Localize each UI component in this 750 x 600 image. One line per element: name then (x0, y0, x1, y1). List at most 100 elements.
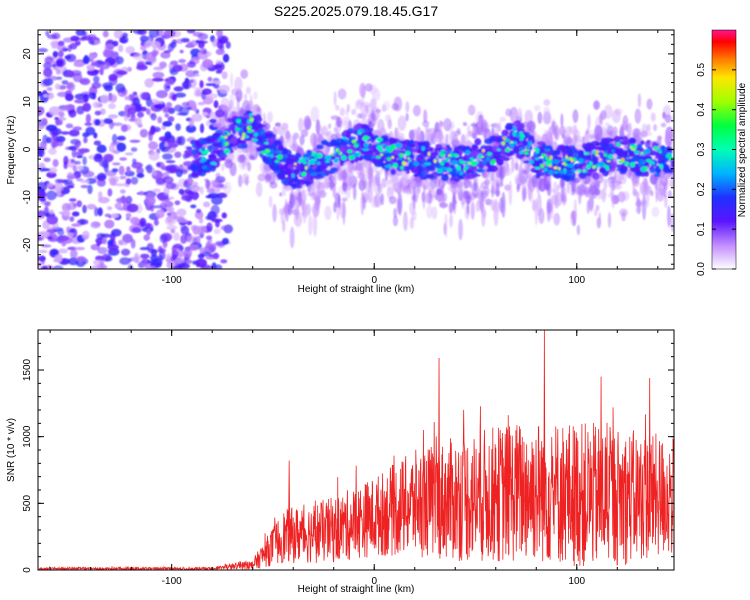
heatmap-cell (133, 53, 145, 61)
heatmap-cell (213, 100, 219, 109)
heatmap-cell (176, 218, 188, 223)
heatmap-cell (175, 38, 184, 44)
heatmap-cell (150, 258, 163, 267)
heatmap-cell (257, 147, 266, 152)
heatmap-cell (136, 111, 144, 118)
heatmap-cell (240, 69, 249, 79)
heatmap-cell (93, 259, 103, 266)
heatmap-cell (66, 174, 76, 180)
heatmap-cell (299, 135, 305, 146)
heatmap-cell (248, 125, 252, 129)
heatmap-cell (558, 167, 561, 171)
heatmap-cell (101, 159, 109, 169)
heatmap-cell (299, 158, 306, 163)
heatmap-cell (572, 134, 578, 146)
heatmap-cell (294, 152, 302, 159)
heatmap-cell (578, 172, 587, 180)
heatmap-cell (61, 80, 69, 85)
heatmap-cell (224, 158, 233, 169)
heatmap-cell (273, 140, 280, 145)
heatmap-cell (388, 155, 398, 163)
heatmap-cell (199, 247, 205, 253)
snr-series-line (38, 330, 674, 570)
heatmap-cell (197, 40, 205, 49)
heatmap-cell (475, 161, 479, 164)
heatmap-cell (543, 99, 551, 106)
heatmap-cell (194, 235, 201, 245)
heatmap-cell (188, 244, 199, 251)
heatmap-cell (524, 151, 529, 155)
heatmap-cell (256, 135, 263, 143)
heatmap-cell (64, 55, 72, 60)
heatmap-cell (90, 40, 95, 45)
heatmap-cell (213, 228, 221, 235)
heatmap-cell (58, 50, 64, 58)
heatmap-cell (82, 31, 88, 37)
heatmap-cell (283, 154, 288, 158)
heatmap-cell (104, 44, 115, 49)
heatmap-cell (139, 92, 149, 100)
heatmap-cell (378, 148, 384, 153)
heatmap-cell (434, 147, 442, 151)
heatmap-cell (140, 253, 150, 259)
colorbar-tick-label: 0.5 (696, 62, 707, 76)
heatmap-cell (188, 73, 200, 77)
heatmap-cell (583, 152, 590, 155)
heatmap-cell (428, 187, 432, 205)
heatmap-cell (124, 152, 134, 156)
heatmap-cell (76, 256, 86, 263)
heatmap-cell (491, 159, 496, 163)
heatmap-cell (462, 121, 468, 127)
heatmap-cell (287, 200, 293, 216)
heatmap-cell (486, 152, 493, 156)
heatmap-cell (443, 222, 447, 236)
heatmap-cell (72, 165, 77, 172)
heatmap-cell (593, 100, 600, 110)
heatmap-cell (197, 225, 207, 234)
heatmap-cell (68, 129, 80, 137)
heatmap-cell (508, 180, 513, 206)
heatmap-cell (93, 140, 102, 146)
heatmap-cell (634, 150, 639, 155)
heatmap-cell (173, 243, 183, 249)
heatmap-cell (603, 153, 608, 157)
heatmap-cell (553, 159, 560, 164)
heatmap-cell (665, 146, 672, 152)
heatmap-cell (201, 156, 206, 161)
heatmap-cell (54, 83, 61, 90)
heatmap-cell (663, 182, 667, 199)
heatmap-cell (451, 171, 456, 179)
heatmap-cell (404, 146, 412, 152)
heatmap-cell (141, 257, 148, 267)
heatmap-cell (222, 53, 230, 63)
heatmap-cell (249, 117, 254, 122)
heatmap-cell (185, 79, 195, 83)
heatmap-cell (208, 93, 218, 99)
heatmap-cell (111, 122, 123, 126)
heatmap-cell (71, 211, 80, 217)
heatmap-cell (528, 159, 535, 164)
heatmap-cell (556, 149, 561, 156)
heatmap-cell (544, 148, 551, 152)
heatmap-cell (290, 143, 300, 152)
heatmap-cell (553, 126, 559, 140)
heatmap-cell (554, 213, 560, 225)
heatmap-cell (561, 186, 567, 202)
heatmap-cell (335, 104, 340, 111)
heatmap-cell (174, 92, 187, 98)
heatmap-cell (209, 118, 217, 124)
heatmap-cell (150, 113, 157, 121)
heatmap-cell (543, 106, 551, 117)
heatmap-cell (646, 98, 653, 110)
heatmap-cell (65, 123, 74, 129)
heatmap-cell (47, 34, 58, 40)
heatmap-cell (281, 178, 289, 185)
spectrogram-ytick-label: -10 (22, 190, 33, 205)
heatmap-cell (212, 252, 220, 260)
heatmap-cell (643, 148, 651, 154)
heatmap-cell (194, 210, 204, 220)
heatmap-cell (440, 161, 445, 166)
heatmap-cell (375, 155, 382, 159)
snr-ytick-label: 0 (22, 567, 33, 573)
